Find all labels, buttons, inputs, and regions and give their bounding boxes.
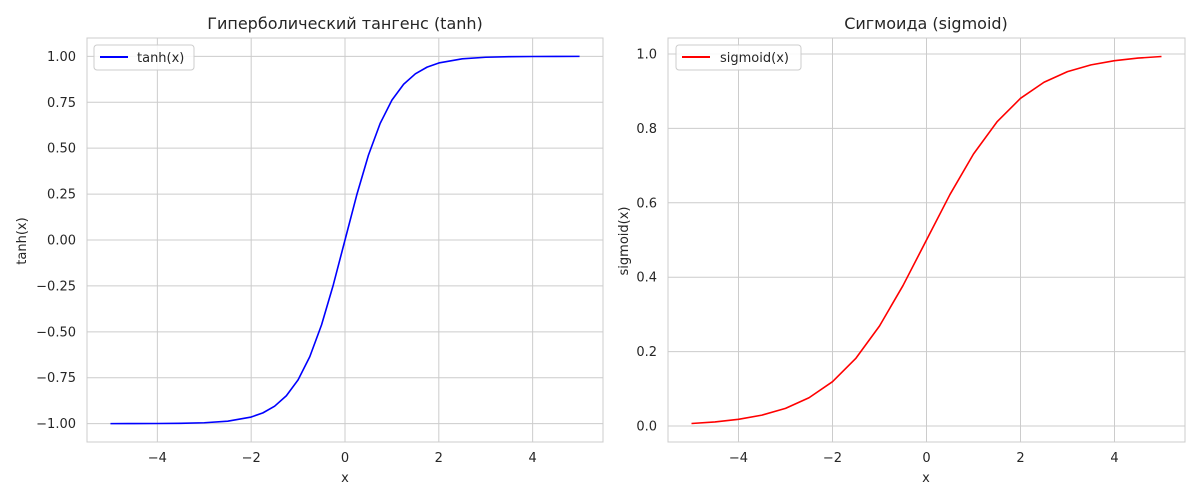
sigmoid-plot-frame xyxy=(667,37,1186,443)
sigmoid-y-axis-label: sigmoid(x) xyxy=(617,207,632,276)
sigmoid-y-tick-label: 1.0 xyxy=(636,47,657,62)
sigmoid-series xyxy=(691,55,1162,425)
sigmoid-y-tick-label: 0.6 xyxy=(636,196,657,211)
sigmoid-legend-box xyxy=(675,44,802,71)
tanh-chart-title: Гиперболический тангенс (tanh) xyxy=(207,14,483,33)
tanh-y-tick-label: −0.25 xyxy=(36,279,76,294)
tanh-x-tick-label: −4 xyxy=(148,451,167,466)
sigmoid-x-tick-label: 4 xyxy=(1110,451,1118,466)
tanh-x-tick-label: 0 xyxy=(341,451,349,466)
tanh-series xyxy=(110,55,580,425)
tanh-x-axis-label: x xyxy=(341,471,349,486)
tanh-y-tick-label: 0.75 xyxy=(47,96,76,111)
tanh-legend: tanh(x) xyxy=(93,44,195,71)
tanh-x-tick-label: 4 xyxy=(528,451,536,466)
sigmoid-legend-label: sigmoid(x) xyxy=(720,51,789,66)
tanh-y-tick-label: −0.75 xyxy=(36,371,76,386)
tanh-y-axis-label: tanh(x) xyxy=(15,217,30,264)
sigmoid-y-tick-label: 0.8 xyxy=(636,122,657,137)
sigmoid-legend: sigmoid(x) xyxy=(675,44,802,71)
tanh-ticks: −4 −2 0 2 4 −1.00 −0.75 −0.50 −0.25 0.00 0.25 0.50 0… xyxy=(36,50,537,466)
tanh-legend-box xyxy=(93,44,195,71)
sigmoid-chart-title: Сигмоида (sigmoid) xyxy=(844,14,1008,33)
tanh-y-tick-label: 0.25 xyxy=(47,188,76,203)
sigmoid-y-tick-label: 0.4 xyxy=(636,271,657,286)
sigmoid-x-tick-label: 2 xyxy=(1016,451,1024,466)
tanh-legend-label: tanh(x) xyxy=(137,51,184,66)
sigmoid-ticks: −4 −2 0 2 4 0.0 0.2 0.4 0.6 0.8 1.0 xyxy=(636,47,1118,466)
sigmoid-y-tick-label: 0.2 xyxy=(636,345,657,360)
sigmoid-x-axis-label: x xyxy=(922,471,930,486)
tanh-y-tick-label: −0.50 xyxy=(36,325,76,340)
tanh-panel: Гиперболический тангенс (tanh) x tanh(x)… xyxy=(15,14,604,486)
tanh-y-tick-label: 0.50 xyxy=(47,142,76,157)
tanh-plot-frame xyxy=(86,37,604,443)
tanh-x-tick-label: 2 xyxy=(435,451,443,466)
tanh-y-tick-label: 1.00 xyxy=(47,50,76,65)
tanh-y-tick-label: −1.00 xyxy=(36,417,76,432)
tanh-x-tick-label: −2 xyxy=(242,451,261,466)
sigmoid-x-tick-label: −4 xyxy=(729,451,748,466)
tanh-y-tick-label: 0.00 xyxy=(47,234,76,249)
tanh-series-line xyxy=(110,55,580,425)
sigmoid-panel: Сигмоида (sigmoid) x sigmoid(x) −4 −2 0 2 4 0… xyxy=(617,14,1186,486)
sigmoid-x-tick-label: −2 xyxy=(823,451,842,466)
sigmoid-y-tick-label: 0.0 xyxy=(636,420,657,435)
sigmoid-x-tick-label: 0 xyxy=(922,451,930,466)
sigmoid-series-line xyxy=(691,55,1162,425)
